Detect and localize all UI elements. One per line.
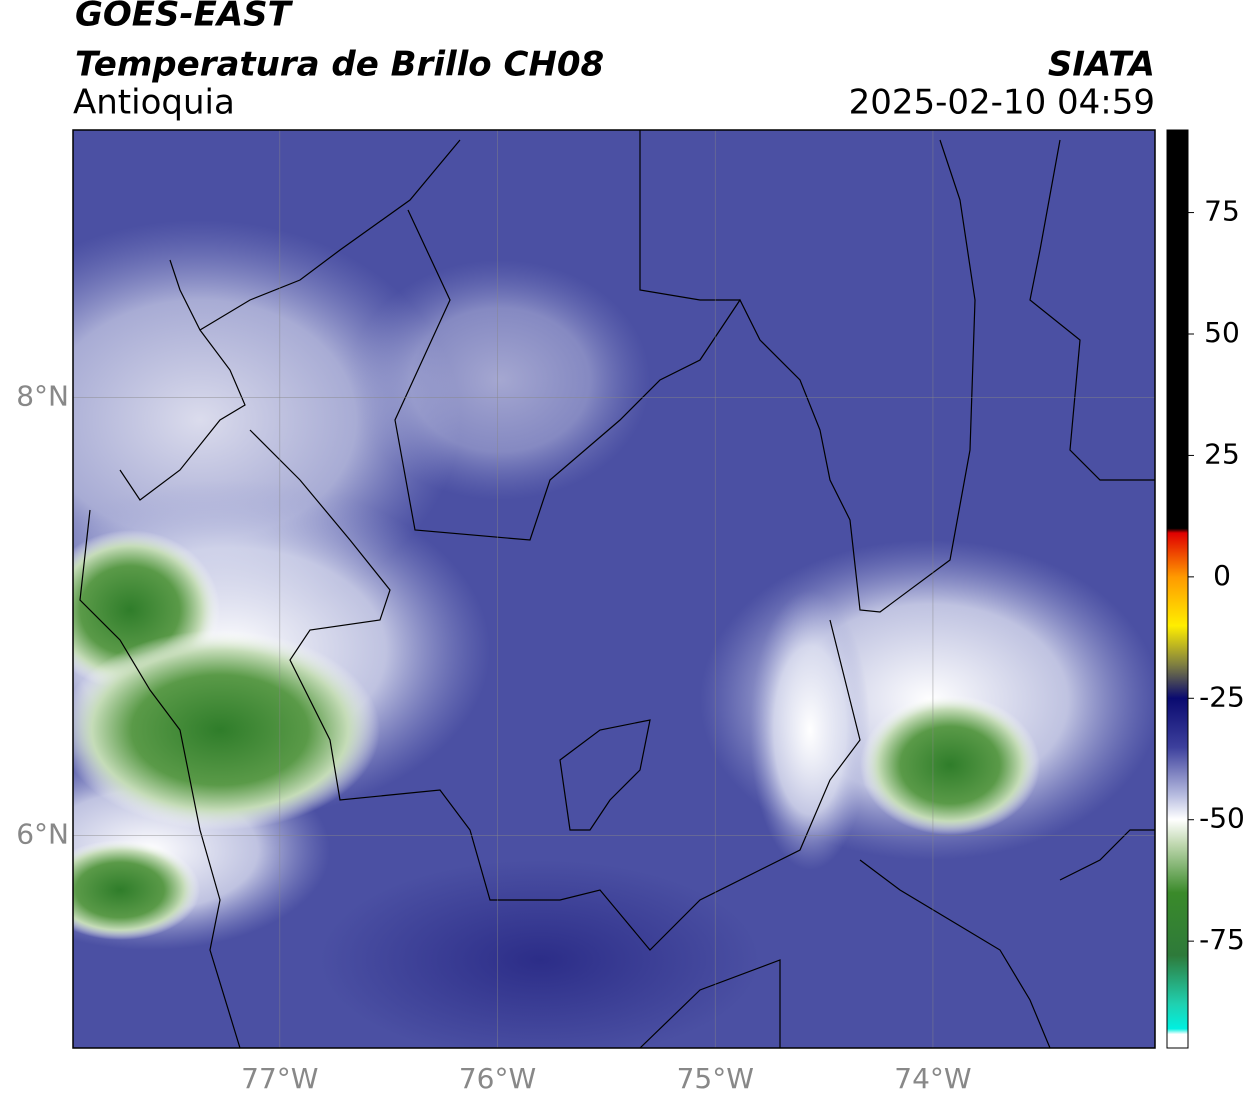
satellite-title: GOES-EAST: [75, 0, 294, 35]
colorbar-tick-label: 75: [1204, 195, 1240, 228]
x-tick-label: 74°W: [894, 1062, 971, 1095]
product-title: Temperatura de Brillo CH08: [75, 45, 604, 85]
satellite-image: [73, 130, 1155, 1048]
x-tick-label: 77°W: [241, 1062, 318, 1095]
map-frame: [72, 129, 1156, 1049]
colorbar-tick-label: -25: [1199, 680, 1245, 713]
y-tick-label: 6°N: [16, 817, 69, 850]
region: Antioquia: [73, 83, 235, 123]
grid: [73, 130, 1155, 1048]
timestamp: 2025-02-10 04:59: [849, 83, 1155, 123]
y-tick-label: 8°N: [16, 379, 69, 412]
colorbar-tick-label: 0: [1213, 559, 1231, 592]
colorbar-tick-label: -75: [1199, 923, 1245, 956]
colorbar-tick-label: 25: [1204, 437, 1240, 470]
x-tick-label: 76°W: [459, 1062, 536, 1095]
source: SIATA: [1048, 45, 1155, 85]
colorbar-tick-label: -50: [1199, 802, 1245, 835]
colorbar: [1166, 129, 1189, 1049]
x-tick-label: 75°W: [677, 1062, 754, 1095]
colorbar-tick-label: 50: [1204, 316, 1240, 349]
